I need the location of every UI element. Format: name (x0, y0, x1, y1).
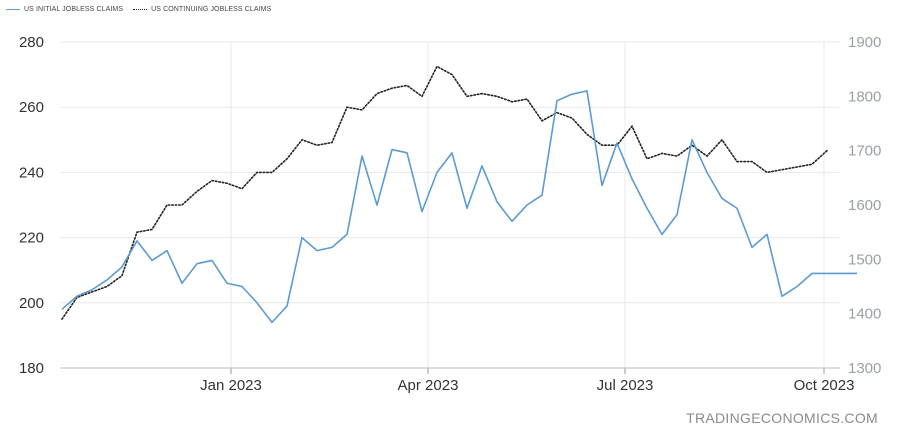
y-left-tick-label: 240 (19, 164, 44, 181)
legend: US INITIAL JOBLESS CLAIMS US CONTINUING … (6, 6, 271, 13)
x-tick-label: Jul 2023 (597, 377, 654, 394)
y-right-tick-label: 1400 (848, 306, 881, 323)
x-tick-label: Oct 2023 (794, 377, 855, 394)
legend-item-continuing[interactable]: US CONTINUING JOBLESS CLAIMS (133, 6, 271, 13)
x-tick-label: Jan 2023 (200, 377, 262, 394)
y-left-tick-label: 200 (19, 295, 44, 312)
y-left-tick-label: 260 (19, 99, 44, 116)
y-left-tick-label: 220 (19, 230, 44, 247)
left-axis: 180 200 220 240 260 280 (19, 34, 44, 377)
series-line-initial-claims (61, 90, 857, 324)
y-right-tick-label: 1300 (848, 360, 881, 377)
y-right-tick-label: 1600 (848, 197, 881, 214)
y-left-tick-label: 180 (19, 360, 44, 377)
legend-label-initial: US INITIAL JOBLESS CLAIMS (24, 6, 124, 13)
right-axis: 1300 1400 1500 1600 1700 1800 1900 (848, 34, 881, 377)
legend-item-initial[interactable]: US INITIAL JOBLESS CLAIMS (6, 6, 123, 13)
x-tick-label: Apr 2023 (398, 377, 459, 394)
gridlines (60, 41, 840, 369)
y-right-tick-label: 1900 (848, 34, 881, 51)
legend-swatch-continuing (133, 9, 148, 10)
series-line-continuing-claims (61, 65, 828, 320)
legend-swatch-initial (6, 9, 20, 10)
x-axis: Jan 2023 Apr 2023 Jul 2023 Oct 2023 (60, 367, 855, 394)
legend-label-continuing: US CONTINUING JOBLESS CLAIMS (151, 6, 272, 13)
y-right-tick-label: 1700 (848, 143, 881, 160)
y-right-tick-label: 1500 (848, 251, 881, 268)
watermark: TRADINGECONOMICS.COM (686, 410, 878, 426)
y-right-tick-label: 1800 (848, 88, 881, 105)
y-left-tick-label: 280 (19, 34, 44, 51)
